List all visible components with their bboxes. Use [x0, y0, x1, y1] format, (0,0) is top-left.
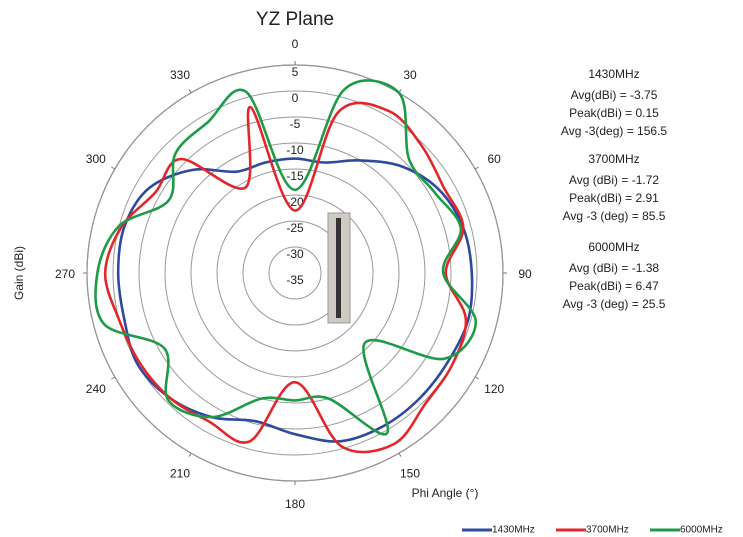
- annotation-heading: 6000MHz: [588, 240, 639, 254]
- annotation-heading: 3700MHz: [588, 152, 639, 166]
- angle-tick-label: 330: [170, 68, 190, 82]
- r-tick-label: -30: [286, 247, 304, 261]
- annotation-text: Peak(dBi) = 6.47: [569, 279, 659, 293]
- angle-tick: [398, 89, 402, 94]
- grid-ring: [138, 116, 452, 430]
- angle-tick-label: 300: [86, 152, 106, 166]
- angle-tick-label: 90: [518, 267, 532, 281]
- annotation-text: Peak(dBi) = 0.15: [569, 106, 659, 120]
- annotation-text: Avg -3 (deg) = 25.5: [563, 297, 666, 311]
- annotation-text: Avg(dBi) = -3.75: [571, 88, 658, 102]
- r-tick-label: -25: [286, 221, 304, 235]
- legend-label: 1430MHz: [492, 525, 535, 536]
- legend-label: 6000MHz: [680, 525, 723, 536]
- r-tick-label: 0: [292, 91, 299, 105]
- r-tick-label: 5: [292, 65, 299, 79]
- annotation-text: Avg (dBi) = -1.72: [569, 173, 659, 187]
- angle-tick: [398, 452, 402, 457]
- angle-tick-label: 180: [285, 497, 305, 511]
- grid-ring: [268, 246, 322, 300]
- series-line: [94, 79, 478, 436]
- angle-tick-label: 240: [86, 382, 106, 396]
- series-line: [116, 157, 474, 443]
- angle-tick-label: 210: [170, 466, 190, 480]
- annotation-text: Peak(dBi) = 2.91: [569, 191, 659, 205]
- r-axis-label: Gain (dBi): [12, 246, 26, 300]
- angle-tick-label: 0: [292, 37, 299, 51]
- angle-tick-label: 60: [488, 152, 502, 166]
- angle-tick-label: 30: [403, 68, 417, 82]
- r-tick-label: -10: [286, 143, 304, 157]
- r-tick-label: -15: [286, 169, 304, 183]
- annotation-text: Avg -3(deg) = 156.5: [561, 124, 668, 138]
- angle-tick-label: 270: [55, 267, 75, 281]
- angle-tick: [188, 89, 192, 94]
- angle-tick: [111, 166, 116, 170]
- theta-axis-label: Phi Angle (°): [412, 486, 479, 500]
- angle-tick: [111, 376, 116, 380]
- angle-tick: [188, 452, 192, 457]
- chart-title: YZ Plane: [256, 9, 334, 30]
- series-line: [103, 101, 468, 454]
- annotation-text: Avg -3 (deg) = 85.5: [563, 209, 666, 223]
- annotation-text: Avg (dBi) = -1.38: [569, 261, 659, 275]
- grid-ring: [190, 168, 400, 378]
- r-tick-label: -20: [286, 195, 304, 209]
- annotation-heading: 1430MHz: [588, 67, 639, 81]
- legend-label: 3700MHz: [586, 525, 629, 536]
- antenna-photo-element: [336, 218, 341, 318]
- grid-ring: [164, 142, 426, 404]
- grid-ring: [216, 194, 374, 352]
- grid-ring: [112, 90, 478, 456]
- angle-tick: [474, 376, 479, 380]
- r-tick-label: -5: [290, 117, 301, 131]
- angle-tick: [474, 166, 479, 170]
- angle-tick-label: 150: [400, 466, 420, 480]
- angle-tick-label: 120: [484, 382, 504, 396]
- r-tick-label: -35: [286, 273, 304, 287]
